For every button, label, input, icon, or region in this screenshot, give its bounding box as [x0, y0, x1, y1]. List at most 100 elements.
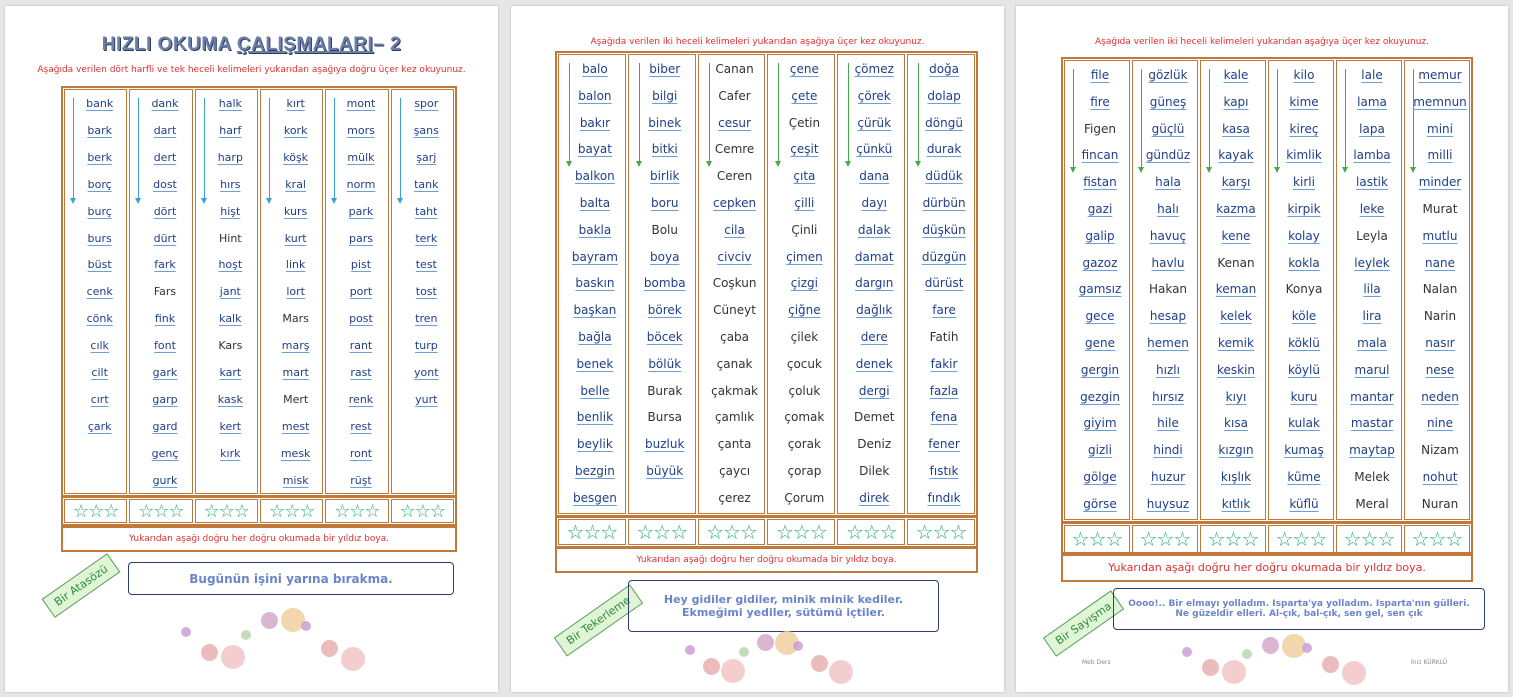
flower-shape	[301, 621, 311, 632]
title-part-1: HIZLI OKUMA	[101, 34, 237, 55]
word: Cüneyt	[713, 303, 756, 318]
word: küflü	[1289, 496, 1319, 511]
star-cell[interactable]: ☆☆☆	[1268, 525, 1334, 553]
down-arrow-icon	[1274, 69, 1280, 173]
word: köşk	[283, 150, 309, 164]
flower-shape	[1222, 659, 1246, 684]
down-arrow-icon	[1342, 69, 1348, 173]
star-cell[interactable]: ☆☆☆	[1336, 525, 1402, 553]
star-cell[interactable]: ☆☆☆	[64, 499, 128, 523]
proverb-box: Bugünün işini yarına bırakma.	[128, 562, 454, 595]
page-title: HIZLI OKUMA ÇALIŞMALARI– 2	[5, 34, 498, 56]
saying-line-2: Ne güzeldir elleri. Al-çık, bal-çık, sen…	[1175, 609, 1423, 619]
flower-shape	[685, 645, 696, 655]
word: çimen	[786, 249, 823, 264]
word: büst	[87, 258, 112, 272]
word: çanak	[716, 356, 753, 371]
word-grid: balo balon bakır bayat balkon balta bakla bayra…	[555, 51, 978, 517]
star-cell[interactable]: ☆☆☆	[325, 499, 389, 523]
word: Dilek	[859, 464, 890, 478]
word: börek	[647, 303, 682, 318]
saying-line-2: Ekmeğimi yediler, sütümü içtiler.	[682, 606, 885, 619]
word: denek	[855, 356, 893, 371]
star-cell[interactable]: ☆☆☆	[390, 499, 454, 523]
flower-shape	[321, 640, 338, 658]
star-cell[interactable]: ☆☆☆	[627, 519, 696, 545]
star-cell[interactable]: ☆☆☆	[837, 519, 906, 545]
down-arrow-icon	[915, 63, 922, 167]
word: dalak	[857, 222, 891, 237]
word: kıtlık	[1221, 496, 1251, 511]
word: cila	[724, 222, 745, 237]
down-arrow-icon	[200, 98, 207, 204]
word: huysuz	[1146, 496, 1190, 511]
word: balo	[582, 62, 608, 76]
word: bitki	[651, 142, 678, 157]
flower-decoration	[671, 624, 854, 684]
word: mart	[282, 366, 309, 379]
word: misk	[282, 473, 309, 487]
word: fazla	[929, 383, 959, 398]
flower-shape	[1302, 643, 1312, 654]
star-cell[interactable]: ☆☆☆	[1132, 525, 1198, 553]
flower-shape	[221, 645, 245, 670]
word: tank	[414, 177, 439, 191]
word: nine	[1427, 416, 1453, 431]
word: cırt	[90, 392, 109, 406]
word: bayram	[571, 249, 618, 264]
word: memnun	[1413, 94, 1467, 109]
word: kazma	[1216, 202, 1256, 216]
word: kısa	[1224, 416, 1248, 431]
word: gamsız	[1078, 282, 1122, 297]
word: mülk	[347, 150, 375, 164]
down-arrow-icon	[775, 63, 782, 167]
word: link	[285, 258, 306, 272]
star-cell[interactable]: ☆☆☆	[1404, 525, 1470, 553]
word: çaycı	[719, 464, 751, 478]
word: çilek	[790, 330, 819, 344]
word: keman	[1215, 282, 1257, 297]
word: tren	[415, 312, 438, 326]
word: giyim	[1083, 416, 1117, 431]
flower-shape	[811, 654, 829, 672]
word: mest	[281, 419, 310, 433]
word: halı	[1157, 202, 1179, 216]
word: çark	[87, 419, 112, 433]
star-cell[interactable]: ☆☆☆	[907, 519, 975, 545]
down-arrow-icon	[396, 98, 403, 204]
word: park	[348, 204, 374, 218]
word: maytap	[1349, 443, 1395, 458]
star-cell[interactable]: ☆☆☆	[1064, 525, 1130, 553]
word: hırsız	[1152, 389, 1184, 404]
word: Hakan	[1148, 282, 1188, 297]
flower-decoration	[165, 599, 365, 679]
word: nese	[1425, 362, 1455, 377]
word: hindi	[1153, 443, 1183, 458]
word: dargın	[855, 276, 894, 291]
word: kirpik	[1287, 202, 1321, 216]
star-cell[interactable]: ☆☆☆	[129, 499, 193, 523]
word: yurt	[415, 392, 438, 406]
word: mutlu	[1422, 228, 1458, 243]
word: mala	[1357, 336, 1387, 350]
word: mont	[346, 97, 376, 110]
word: beylik	[577, 437, 613, 452]
star-cell[interactable]: ☆☆☆	[194, 499, 258, 523]
star-cell[interactable]: ☆☆☆	[697, 519, 766, 545]
word: düzgün	[921, 249, 967, 264]
star-cell[interactable]: ☆☆☆	[767, 519, 836, 545]
proverb-tag: Bir Atasözü	[41, 553, 121, 618]
word: memur	[1418, 68, 1462, 82]
word: hızlı	[1156, 362, 1180, 377]
word: mesk	[280, 446, 311, 460]
star-cell[interactable]: ☆☆☆	[259, 499, 324, 523]
word: Fars	[153, 285, 177, 299]
word: Leyla	[1356, 228, 1388, 243]
star-cell[interactable]: ☆☆☆	[558, 519, 626, 545]
word: görse	[1083, 496, 1117, 511]
word: post	[349, 312, 373, 326]
footer-note: Yukarıdan aşağı doğru her doğru okumada …	[555, 547, 978, 573]
word: bağla	[578, 330, 612, 344]
star-cell[interactable]: ☆☆☆	[1200, 525, 1266, 553]
word: Fatih	[929, 330, 959, 344]
